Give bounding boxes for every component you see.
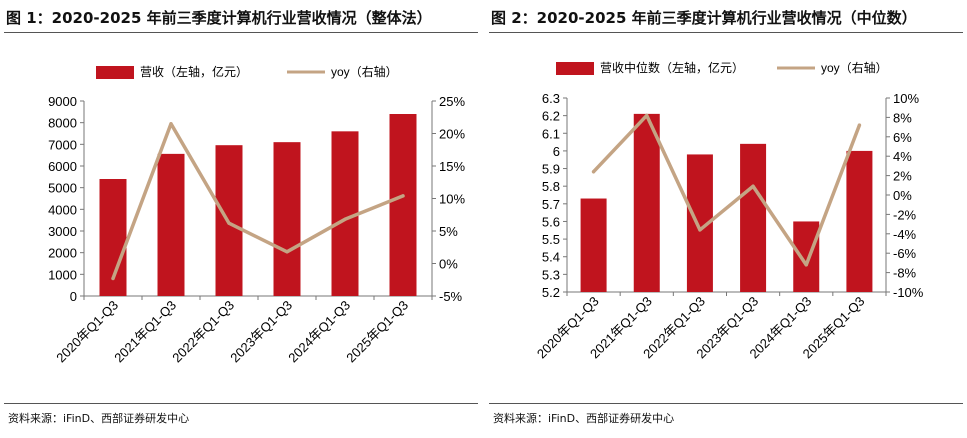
chart-title: 图 1：2020-2025 年前三季度计算机行业营收情况（整体法） bbox=[6, 9, 432, 27]
bar bbox=[331, 131, 359, 296]
right-tick-label: 15% bbox=[439, 159, 465, 174]
right-tick-label: -4% bbox=[893, 227, 917, 242]
left-tick-label: 0 bbox=[70, 289, 77, 304]
yoy-line bbox=[111, 122, 405, 281]
right-tick-label: 0% bbox=[439, 257, 458, 272]
revenue-median-chart: 营收中位数（左轴，亿元） yoy（右轴） 5.2 5.3 5.4 5.5 5.6 5.7 5.8… bbox=[534, 60, 924, 361]
left-tick-label: 5.8 bbox=[542, 179, 560, 194]
right-tick-label: -8% bbox=[893, 266, 917, 281]
bar bbox=[580, 198, 607, 292]
legend-line-label: yoy（右轴） bbox=[331, 64, 398, 79]
legend-bar-label: 营收中位数（左轴，亿元） bbox=[600, 60, 744, 75]
yoy-point bbox=[698, 228, 702, 232]
yoy-point bbox=[111, 276, 115, 281]
left-tick-label: 1000 bbox=[48, 267, 77, 282]
yoy-point bbox=[804, 263, 808, 267]
bar bbox=[389, 114, 417, 296]
right-tick-label: 0% bbox=[893, 188, 912, 203]
yoy-point bbox=[227, 221, 231, 225]
yoy-point bbox=[285, 250, 289, 254]
left-tick-label: 5.4 bbox=[542, 250, 560, 265]
right-tick-label: 4% bbox=[893, 149, 912, 164]
right-tick-label: -5% bbox=[439, 289, 463, 304]
right-tick-label: -10% bbox=[893, 285, 924, 300]
yoy-point bbox=[751, 184, 755, 188]
source-note: 资料来源：iFinD、西部证券研发中心 bbox=[493, 412, 675, 425]
yoy-point bbox=[857, 123, 862, 127]
source-rule bbox=[489, 403, 963, 404]
right-tick-label: 2% bbox=[893, 169, 912, 184]
left-tick-label: 4000 bbox=[48, 202, 77, 217]
right-tick-label: 10% bbox=[893, 91, 919, 106]
right-tick-label: -2% bbox=[893, 207, 917, 222]
left-tick-label: 3000 bbox=[48, 224, 77, 239]
left-tick-label: 5.6 bbox=[542, 214, 560, 229]
legend-line-label: yoy（右轴） bbox=[821, 60, 888, 75]
left-tick-label: 6.3 bbox=[542, 91, 560, 106]
bar bbox=[846, 150, 873, 292]
right-tick-label: 20% bbox=[439, 127, 465, 142]
left-tick-label: 6.1 bbox=[542, 126, 560, 141]
legend-bar-label: 营收（左轴，亿元） bbox=[140, 64, 248, 79]
yoy-point bbox=[169, 122, 173, 126]
left-tick-label: 9000 bbox=[48, 94, 77, 109]
bar bbox=[740, 143, 767, 292]
x-tick-label: 2025年Q1-Q3 bbox=[343, 298, 411, 366]
left-tick-label: 5.3 bbox=[542, 267, 560, 282]
left-tick-label: 6 bbox=[553, 144, 560, 159]
chart-panel-overall: 图 1：2020-2025 年前三季度计算机行业营收情况（整体法） 营收（左轴，… bbox=[0, 0, 482, 438]
left-tick-label: 6000 bbox=[48, 159, 77, 174]
title-rule bbox=[4, 32, 478, 33]
left-tick-label: 5.9 bbox=[542, 162, 560, 177]
bar bbox=[273, 142, 301, 296]
left-tick-label: 7000 bbox=[48, 137, 77, 152]
left-tick-label: 5000 bbox=[48, 181, 77, 196]
left-tick-label: 5.5 bbox=[542, 232, 560, 247]
right-tick-label: 8% bbox=[893, 110, 912, 125]
left-tick-label: 8000 bbox=[48, 116, 77, 131]
yoy-point bbox=[645, 113, 649, 118]
yoy-point bbox=[343, 217, 347, 221]
yoy-point bbox=[591, 170, 596, 174]
yoy-line bbox=[591, 113, 862, 267]
title-rule bbox=[489, 32, 963, 33]
yoy-point bbox=[401, 194, 405, 198]
bar bbox=[157, 153, 185, 296]
left-tick-label: 5.7 bbox=[542, 197, 560, 212]
bar bbox=[793, 221, 820, 292]
legend-bar-swatch bbox=[96, 66, 134, 79]
right-tick-label: 6% bbox=[893, 130, 912, 145]
bar bbox=[633, 113, 660, 292]
chart-panel-median: 图 2：2020-2025 年前三季度计算机行业营收情况（中位数） 营收中位数（… bbox=[485, 0, 967, 438]
revenue-overall-chart: 营收（左轴，亿元） yoy（右轴） 0 1000 2000 3000 4000 5000 600… bbox=[48, 64, 465, 366]
source-note: 资料来源：iFinD、西部证券研发中心 bbox=[8, 412, 190, 425]
source-rule bbox=[4, 403, 478, 404]
left-tick-label: 6.2 bbox=[542, 109, 560, 124]
right-tick-label: 5% bbox=[439, 224, 458, 239]
left-tick-label: 2000 bbox=[48, 246, 77, 261]
legend-bar-swatch bbox=[556, 62, 594, 75]
chart-title: 图 2：2020-2025 年前三季度计算机行业营收情况（中位数） bbox=[491, 9, 917, 27]
right-tick-label: -6% bbox=[893, 246, 917, 261]
left-tick-label: 5.2 bbox=[542, 285, 560, 300]
right-tick-label: 10% bbox=[439, 192, 465, 207]
right-tick-label: 25% bbox=[439, 94, 465, 109]
